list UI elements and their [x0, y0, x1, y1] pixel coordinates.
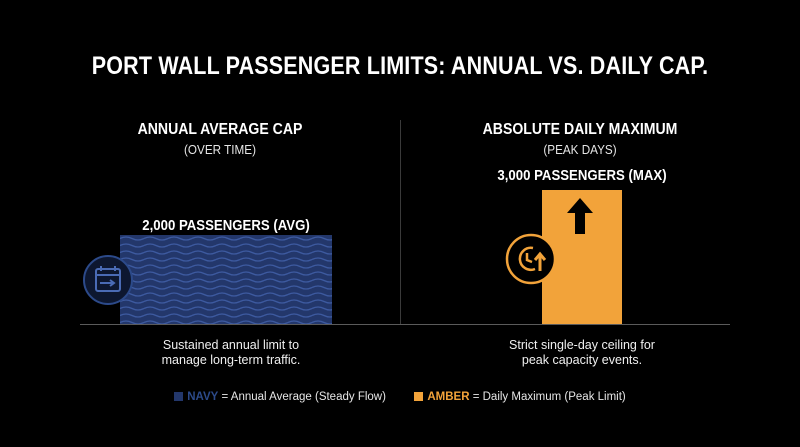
left-panel-subheading: (OVER TIME) — [184, 142, 256, 157]
left-panel-heading: ANNUAL AVERAGE CAP — [137, 121, 303, 138]
daily-note-line2: peak capacity events. — [521, 353, 643, 367]
panel-divider — [400, 120, 401, 325]
legend-navy-word: NAVY — [187, 391, 219, 403]
baseline — [80, 324, 730, 325]
daily-note: Strict single-day ceiling for peak capac… — [432, 338, 732, 368]
calendar-arrow-icon — [83, 255, 133, 305]
daily-note-line1: Strict single-day ceiling for — [509, 338, 655, 352]
legend-navy-swatch — [174, 392, 184, 401]
annual-value-label: 2,000 PASSENGERS (AVG) — [142, 217, 310, 234]
up-arrow-icon — [567, 198, 593, 234]
annual-note-line2: manage long-term traffic. — [161, 353, 301, 367]
legend-amber-word: AMBER — [427, 391, 470, 403]
daily-value-label: 3,000 PASSENGERS (MAX) — [497, 167, 667, 184]
annual-average-bar — [120, 235, 332, 324]
chart-title: PORT WALL PASSENGER LIMITS: ANNUAL VS. D… — [91, 52, 709, 80]
legend: NAVY = Annual Average (Steady Flow) AMBE… — [0, 391, 800, 403]
legend-amber-text: = Daily Maximum (Peak Limit) — [469, 391, 626, 403]
annual-note: Sustained annual limit to manage long-te… — [81, 338, 381, 368]
right-panel-heading: ABSOLUTE DAILY MAXIMUM — [482, 121, 678, 138]
legend-navy-text: = Annual Average (Steady Flow) — [218, 391, 386, 403]
annual-note-line1: Sustained annual limit to — [162, 338, 300, 352]
clock-up-arrow-icon — [505, 233, 557, 285]
legend-amber-swatch — [414, 392, 424, 401]
right-panel-subheading: (PEAK DAYS) — [543, 142, 617, 157]
